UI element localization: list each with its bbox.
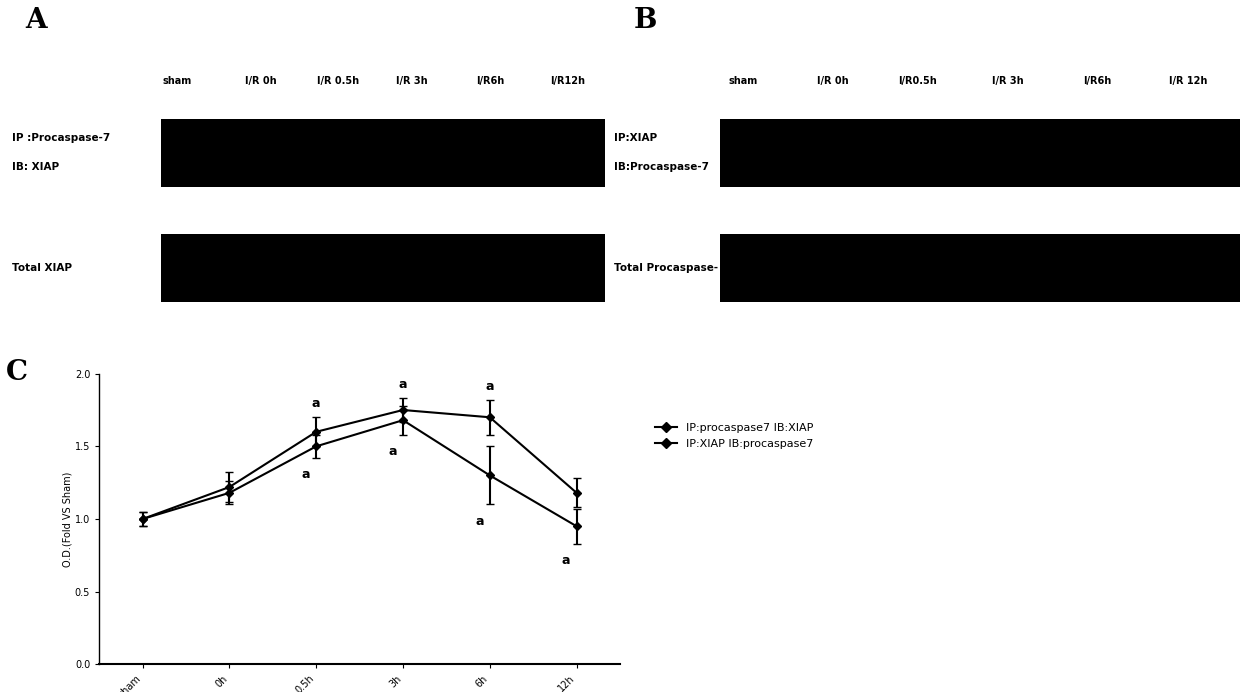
Text: I/R 3h: I/R 3h	[397, 76, 428, 86]
Text: I/R0.5h: I/R0.5h	[898, 76, 936, 86]
Text: A: A	[25, 7, 46, 34]
Text: sham: sham	[728, 76, 758, 86]
Bar	[161, 234, 605, 302]
Text: a: a	[475, 515, 484, 527]
Text: B: B	[634, 7, 657, 34]
Text: a: a	[301, 468, 310, 481]
Text: IP:XIAP: IP:XIAP	[614, 133, 657, 143]
Text: IB:Procaspase-7: IB:Procaspase-7	[614, 162, 709, 172]
Bar	[720, 119, 1240, 187]
Text: Total Procaspase-: Total Procaspase-	[614, 263, 718, 273]
Text: a: a	[312, 397, 320, 410]
Text: I/R 0h: I/R 0h	[817, 76, 849, 86]
Y-axis label: O.D.(Fold VS Sham): O.D.(Fold VS Sham)	[62, 471, 72, 567]
Legend: IP:procaspase7 IB:XIAP, IP:XIAP IB:procaspase7: IP:procaspase7 IB:XIAP, IP:XIAP IB:proca…	[650, 419, 817, 453]
Text: I/R 12h: I/R 12h	[1169, 76, 1207, 86]
Text: C: C	[5, 359, 27, 386]
Bar	[720, 234, 1240, 302]
Text: sham: sham	[162, 76, 191, 86]
Text: a: a	[486, 380, 494, 392]
Text: a: a	[388, 445, 397, 458]
Text: I/R 0h: I/R 0h	[244, 76, 277, 86]
Text: IP :Procaspase-7: IP :Procaspase-7	[12, 133, 110, 143]
Text: I/R 0.5h: I/R 0.5h	[317, 76, 358, 86]
Text: I/R6h: I/R6h	[1084, 76, 1112, 86]
Text: a: a	[562, 554, 570, 567]
Text: IB: XIAP: IB: XIAP	[12, 162, 60, 172]
Text: Total XIAP: Total XIAP	[12, 263, 72, 273]
Text: I/R6h: I/R6h	[476, 76, 503, 86]
Text: I/R 3h: I/R 3h	[992, 76, 1023, 86]
Text: a: a	[399, 378, 407, 391]
Text: I/R12h: I/R12h	[549, 76, 585, 86]
Bar	[161, 119, 605, 187]
